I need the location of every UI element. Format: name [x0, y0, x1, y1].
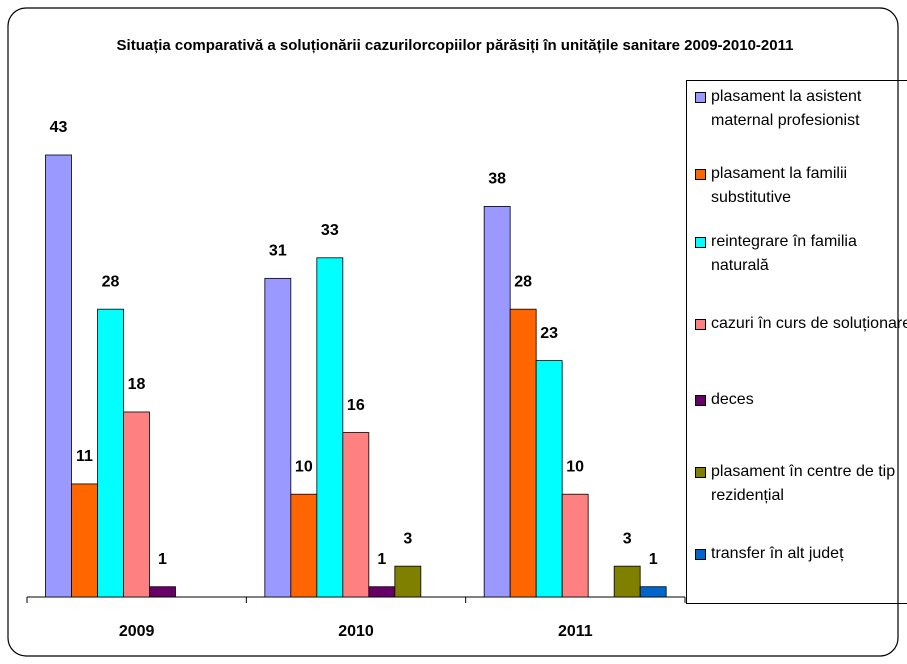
- bar: [123, 411, 150, 598]
- legend-entry: plasament la asistent maternal profesion…: [695, 85, 907, 133]
- bar: [71, 483, 98, 598]
- data-label: 1: [158, 551, 167, 568]
- legend-entry: plasament în centre de tip rezidențial: [695, 460, 907, 508]
- legend-label: plasament la familii substitutive: [711, 165, 848, 206]
- legend-swatch: [695, 395, 706, 406]
- data-label: 16: [347, 397, 365, 414]
- x-tick-label: 2010: [338, 623, 374, 640]
- data-label: 3: [403, 530, 412, 547]
- data-label: 23: [540, 325, 558, 342]
- legend-entry: plasament la familii substitutive: [695, 162, 907, 210]
- legend-swatch: [695, 169, 706, 180]
- data-label: 3: [623, 530, 632, 547]
- bar: [509, 308, 537, 598]
- legend-label: reintegrare în familia naturală: [711, 233, 857, 274]
- data-label: 18: [128, 376, 146, 393]
- legend-label: deces: [711, 391, 754, 408]
- legend-swatch: [695, 92, 706, 103]
- bar: [561, 493, 589, 598]
- bar: [613, 565, 641, 598]
- data-label: 43: [50, 119, 68, 136]
- legend-entry: deces: [695, 388, 907, 412]
- legend-swatch: [695, 237, 706, 248]
- x-tick-label: 2011: [558, 623, 593, 640]
- legend-label: cazuri în curs de soluționare: [711, 315, 907, 332]
- bar: [316, 257, 344, 598]
- data-label: 10: [295, 458, 313, 475]
- legend-entry: transfer în alt județ: [695, 542, 907, 566]
- legend-label: transfer în alt județ: [711, 545, 844, 562]
- data-label: 33: [321, 222, 339, 239]
- x-tick-label: 2009: [119, 623, 155, 640]
- data-label: 1: [377, 551, 386, 568]
- chart-border: [7, 7, 899, 657]
- bar: [368, 586, 396, 598]
- data-label: 28: [102, 273, 120, 290]
- bar: [639, 586, 667, 598]
- legend-swatch: [695, 549, 706, 560]
- legend-swatch: [695, 467, 706, 478]
- bar: [342, 432, 370, 598]
- data-label: 38: [488, 171, 506, 188]
- bar: [97, 308, 124, 598]
- data-label: 1: [649, 551, 658, 568]
- bar: [394, 565, 422, 598]
- legend-label: plasament în centre de tip rezidențial: [711, 463, 896, 504]
- chart-title: Situația comparativă a soluționării cazu…: [116, 37, 794, 54]
- data-label: 28: [514, 273, 532, 290]
- bar: [535, 360, 563, 598]
- legend-swatch: [695, 319, 706, 330]
- data-label: 11: [76, 448, 93, 465]
- legend-entry: reintegrare în familia naturală: [695, 230, 907, 278]
- bar: [264, 277, 292, 598]
- bar: [45, 154, 72, 598]
- bar: [290, 493, 318, 598]
- bar: [149, 586, 176, 598]
- legend: plasament la asistent maternal profesion…: [686, 80, 907, 604]
- legend-label: plasament la asistent maternal profesion…: [711, 88, 862, 129]
- data-label: 31: [269, 243, 287, 260]
- legend-entry: cazuri în curs de soluționare: [695, 312, 907, 336]
- bar: [483, 205, 511, 598]
- data-label: 10: [566, 458, 584, 475]
